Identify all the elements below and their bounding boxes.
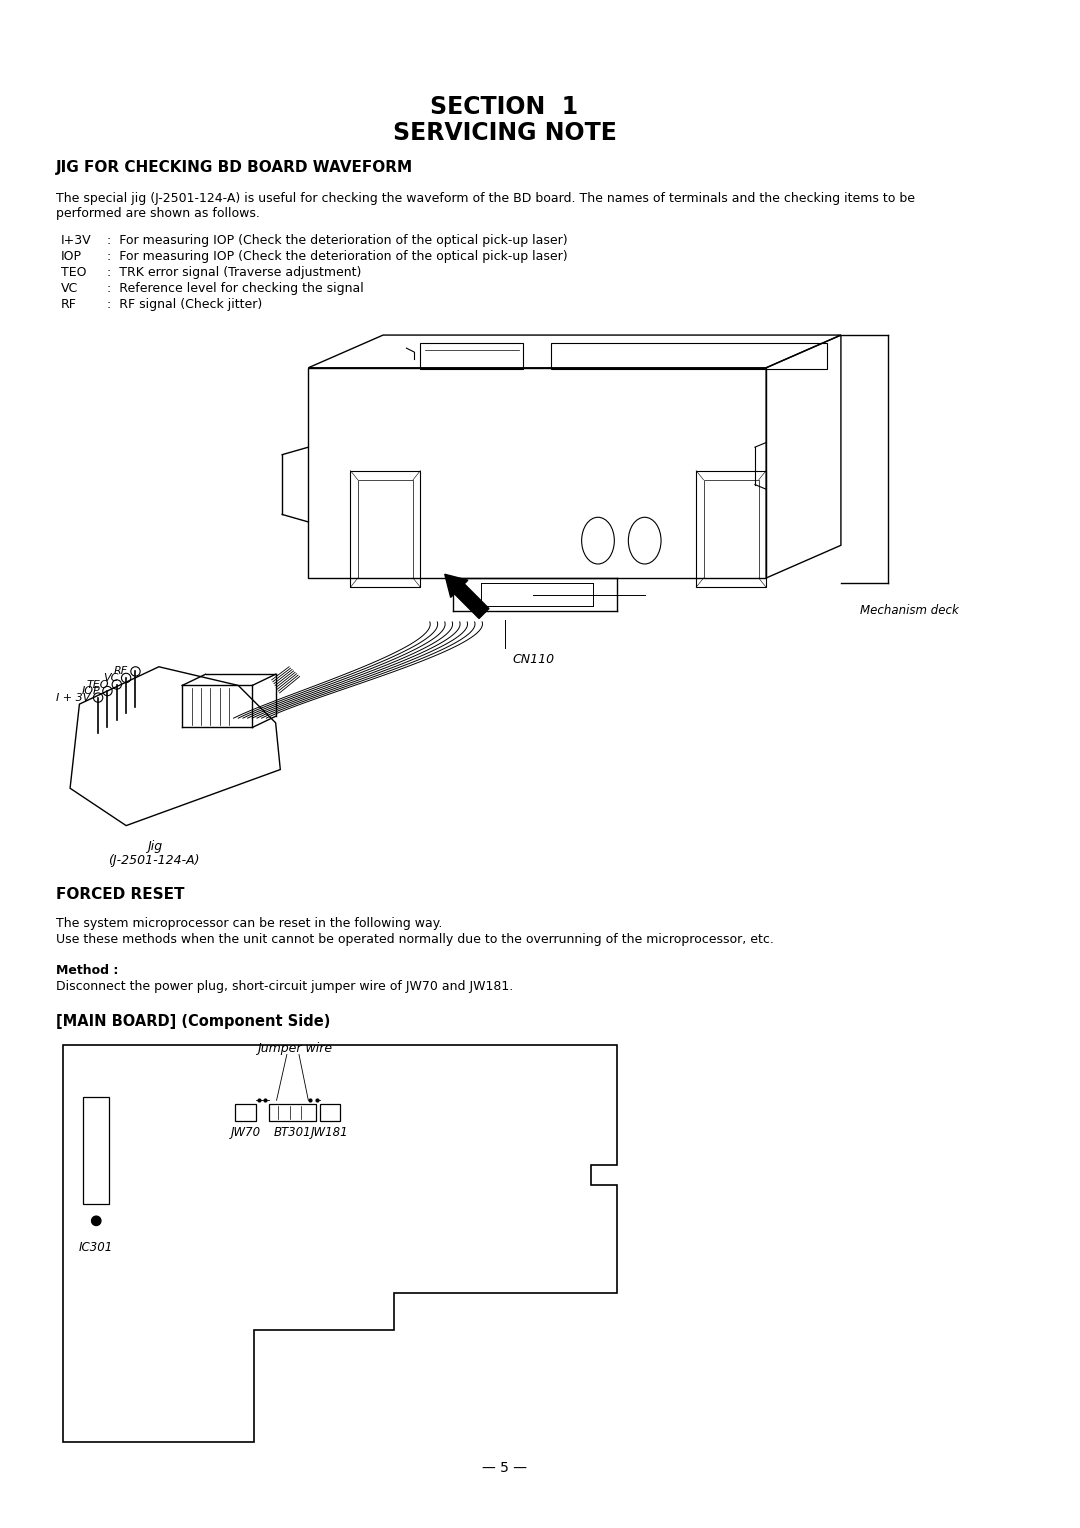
Text: [MAIN BOARD] (Component Side): [MAIN BOARD] (Component Side) bbox=[56, 1015, 330, 1030]
Text: Jig: Jig bbox=[147, 839, 162, 853]
Text: VC: VC bbox=[104, 672, 119, 683]
Text: Jumper wire: Jumper wire bbox=[257, 1042, 332, 1056]
Text: Disconnect the power plug, short-circuit jumper wire of JW70 and JW181.: Disconnect the power plug, short-circuit… bbox=[56, 979, 513, 993]
Text: FORCED RESET: FORCED RESET bbox=[56, 888, 185, 902]
Text: CN110: CN110 bbox=[512, 652, 554, 666]
Text: JIG FOR CHECKING BD BOARD WAVEFORM: JIG FOR CHECKING BD BOARD WAVEFORM bbox=[56, 160, 414, 176]
Text: RF: RF bbox=[60, 298, 77, 310]
Circle shape bbox=[92, 1216, 100, 1225]
Text: I + 3V: I + 3V bbox=[56, 692, 91, 703]
Text: Method :: Method : bbox=[56, 964, 119, 976]
Text: VC: VC bbox=[60, 281, 78, 295]
Text: IOP: IOP bbox=[60, 251, 82, 263]
Text: performed are shown as follows.: performed are shown as follows. bbox=[56, 208, 260, 220]
Text: JW70: JW70 bbox=[231, 1126, 260, 1138]
Text: :  TRK error signal (Traverse adjustment): : TRK error signal (Traverse adjustment) bbox=[107, 266, 362, 280]
FancyArrow shape bbox=[445, 575, 489, 619]
Text: The system microprocessor can be reset in the following way.: The system microprocessor can be reset i… bbox=[56, 917, 443, 931]
Text: TEO: TEO bbox=[60, 266, 86, 280]
Text: JW181: JW181 bbox=[311, 1126, 349, 1138]
Text: IOP: IOP bbox=[81, 686, 100, 697]
Text: IC301: IC301 bbox=[79, 1241, 113, 1254]
Text: Use these methods when the unit cannot be operated normally due to the overrunni: Use these methods when the unit cannot b… bbox=[56, 934, 774, 946]
Text: The special jig (J-2501-124-A) is useful for checking the waveform of the BD boa: The special jig (J-2501-124-A) is useful… bbox=[56, 193, 915, 205]
Text: SECTION  1: SECTION 1 bbox=[431, 95, 579, 119]
Text: Mechanism deck: Mechanism deck bbox=[860, 604, 958, 617]
Text: — 5 —: — 5 — bbox=[482, 1461, 527, 1475]
Text: :  RF signal (Check jitter): : RF signal (Check jitter) bbox=[107, 298, 262, 310]
Text: RF: RF bbox=[113, 666, 129, 677]
Text: :  Reference level for checking the signal: : Reference level for checking the signa… bbox=[107, 281, 364, 295]
Text: :  For measuring IOP (Check the deterioration of the optical pick-up laser): : For measuring IOP (Check the deteriora… bbox=[107, 251, 568, 263]
Text: TEO: TEO bbox=[86, 680, 109, 689]
Text: :  For measuring IOP (Check the deterioration of the optical pick-up laser): : For measuring IOP (Check the deteriora… bbox=[107, 234, 568, 248]
Text: SERVICING NOTE: SERVICING NOTE bbox=[393, 121, 617, 145]
Text: BT301: BT301 bbox=[273, 1126, 311, 1138]
Text: I+3V: I+3V bbox=[60, 234, 92, 248]
Text: (J-2501-124-A): (J-2501-124-A) bbox=[108, 854, 200, 866]
